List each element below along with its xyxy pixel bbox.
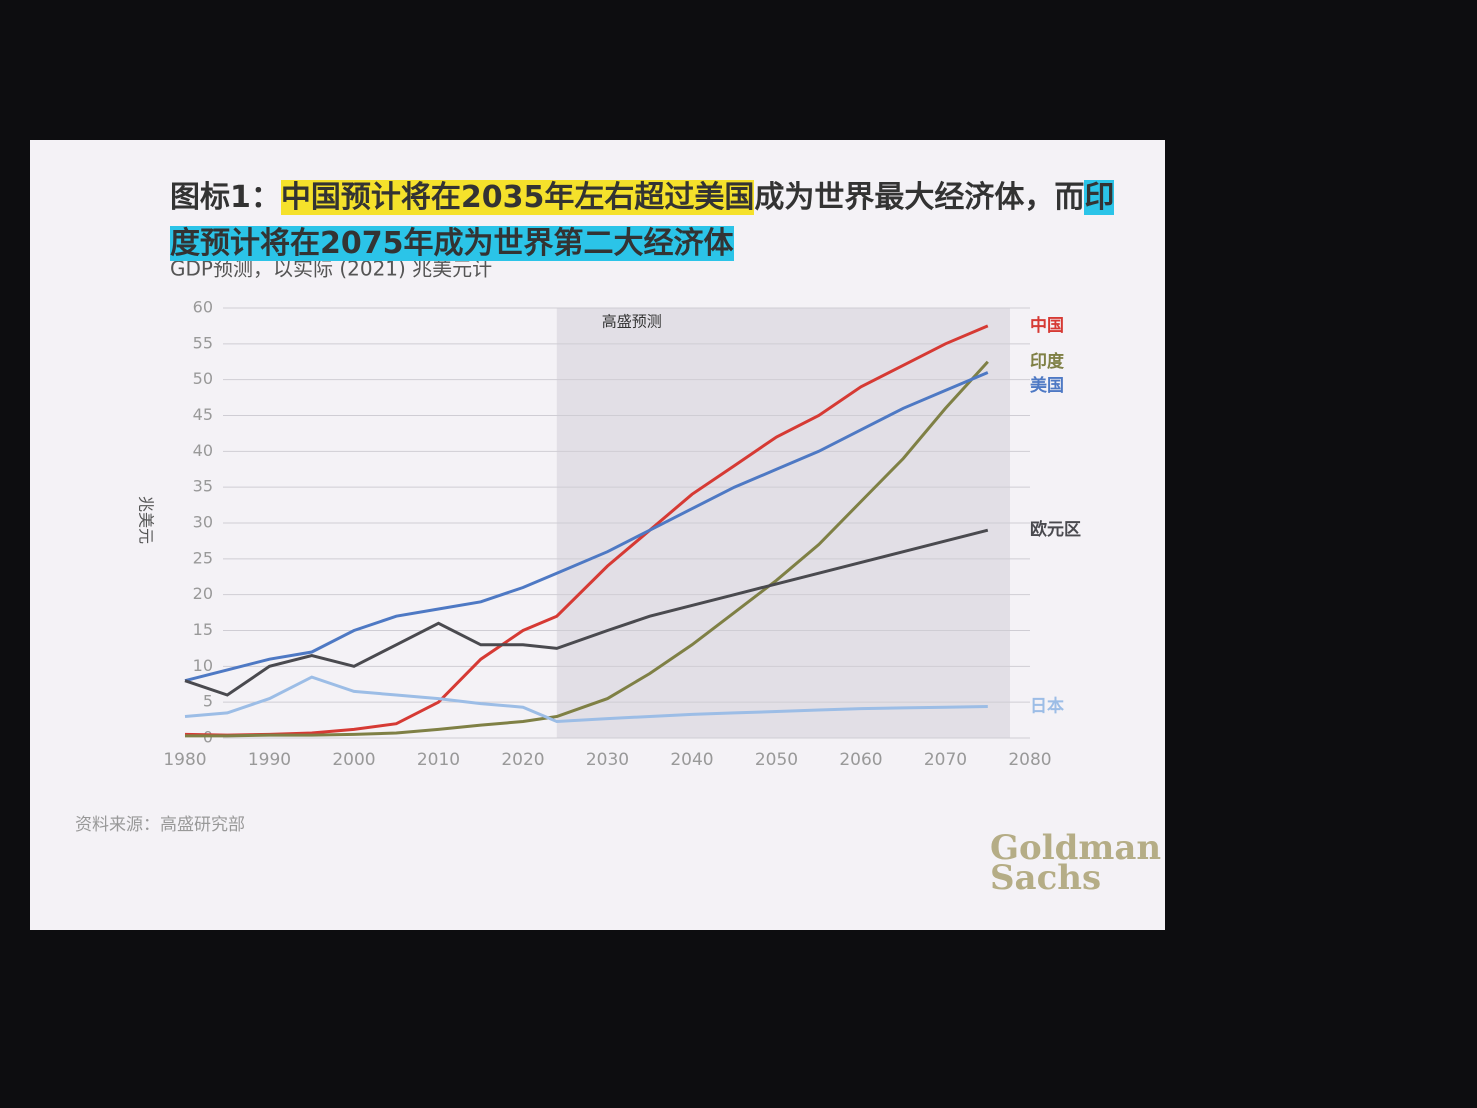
source: 资料来源：高盛研究部 <box>75 815 245 835</box>
y-tick-label: 55 <box>193 333 213 352</box>
x-tick-label: 1990 <box>248 750 291 770</box>
y-label: 兆美元 <box>137 496 156 544</box>
title-part: 图标1： <box>170 180 281 215</box>
y-tick-label: 5 <box>203 692 213 711</box>
x-tick-label: 2030 <box>586 750 629 770</box>
x-tick-label: 2080 <box>1008 750 1051 770</box>
logo: Goldman <box>990 828 1161 868</box>
legend-label: 印度 <box>1030 351 1065 372</box>
title-part: 中国预计将在2035年左右超过美国 <box>280 180 755 215</box>
y-tick-label: 45 <box>193 405 213 424</box>
series-line <box>184 371 989 683</box>
x-tick-label: 2020 <box>501 750 544 770</box>
series-line <box>184 528 989 697</box>
y-tick-label: 40 <box>193 441 213 460</box>
annotation: 高盛预测 <box>602 313 662 331</box>
legend-label: 日本 <box>1030 695 1064 716</box>
x-tick-label: 2040 <box>670 750 713 770</box>
x-tick-label: 2010 <box>417 750 460 770</box>
y-tick-label: 10 <box>193 656 213 675</box>
legend-label: 欧元区 <box>1030 519 1081 540</box>
y-tick-label: 25 <box>193 548 213 567</box>
y-tick-label: 30 <box>193 513 213 532</box>
x-tick-label: 2060 <box>839 750 882 770</box>
y-tick-label: 20 <box>193 584 213 603</box>
series-line <box>184 675 988 724</box>
y-tick-label: 15 <box>193 620 213 639</box>
legend-label: 美国 <box>1030 375 1064 396</box>
y-tick-label: 50 <box>193 369 213 388</box>
logo: Sachs <box>990 858 1101 898</box>
y-tick-label: 35 <box>193 477 213 496</box>
x-tick-label: 1980 <box>163 750 206 770</box>
x-tick-label: 2000 <box>332 750 375 770</box>
title: 图标1：中国预计将在2035年左右超过美国成为世界最大经济体，而印度预计将在20… <box>170 175 1130 267</box>
series-line <box>184 324 989 737</box>
legend-label: 中国 <box>1030 315 1064 336</box>
x-tick-label: 2070 <box>924 750 967 770</box>
x-tick-label: 2050 <box>755 750 798 770</box>
y-tick-label: 60 <box>193 298 213 317</box>
title-part: 成为世界最大经济体，而 <box>754 180 1085 215</box>
series-line <box>185 360 989 738</box>
